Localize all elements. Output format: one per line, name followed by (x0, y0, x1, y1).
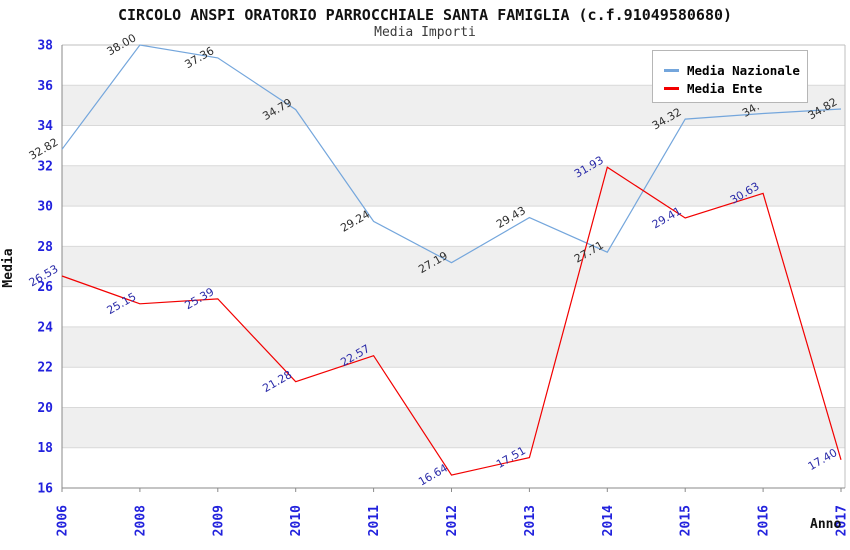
legend-label-media-nazionale: Media Nazionale (687, 62, 800, 78)
svg-text:16: 16 (37, 482, 53, 497)
chart-title: CIRCOLO ANSPI ORATORIO PARROCCHIALE SANT… (117, 6, 733, 24)
x-axis-title: Anno (810, 517, 842, 532)
svg-text:26: 26 (37, 280, 53, 295)
legend-item-media-ente: Media Ente (664, 79, 807, 97)
svg-text:38: 38 (37, 39, 53, 54)
chart-subtitle: Media Importi (374, 25, 476, 40)
svg-text:28: 28 (37, 240, 53, 255)
legend-label-media-ente: Media Ente (687, 80, 763, 96)
svg-text:18: 18 (37, 441, 53, 456)
legend-item-media-nazionale: Media Nazionale (664, 61, 807, 79)
svg-text:36: 36 (37, 79, 53, 94)
legend-swatch-media-nazionale-icon (664, 68, 679, 72)
legend-swatch-media-ente-icon (664, 86, 679, 90)
svg-text:20: 20 (37, 401, 53, 416)
svg-text:2010: 2010 (289, 505, 304, 536)
svg-text:22: 22 (37, 361, 53, 376)
svg-text:2014: 2014 (601, 505, 616, 536)
svg-text:2017: 2017 (835, 505, 850, 536)
svg-text:24: 24 (37, 320, 53, 335)
svg-text:2013: 2013 (523, 505, 538, 536)
svg-text:2015: 2015 (679, 505, 694, 536)
svg-text:2012: 2012 (445, 505, 460, 536)
svg-text:2016: 2016 (757, 505, 772, 536)
legend: Media Nazionale Media Ente (652, 50, 808, 103)
svg-text:2011: 2011 (367, 505, 382, 536)
svg-text:2009: 2009 (211, 505, 226, 536)
svg-text:34: 34 (37, 119, 53, 134)
svg-text:2008: 2008 (133, 505, 148, 536)
svg-text:32: 32 (37, 159, 53, 174)
svg-text:2006: 2006 (56, 505, 71, 536)
y-axis-title: Media (1, 248, 16, 288)
svg-text:30: 30 (37, 200, 53, 215)
